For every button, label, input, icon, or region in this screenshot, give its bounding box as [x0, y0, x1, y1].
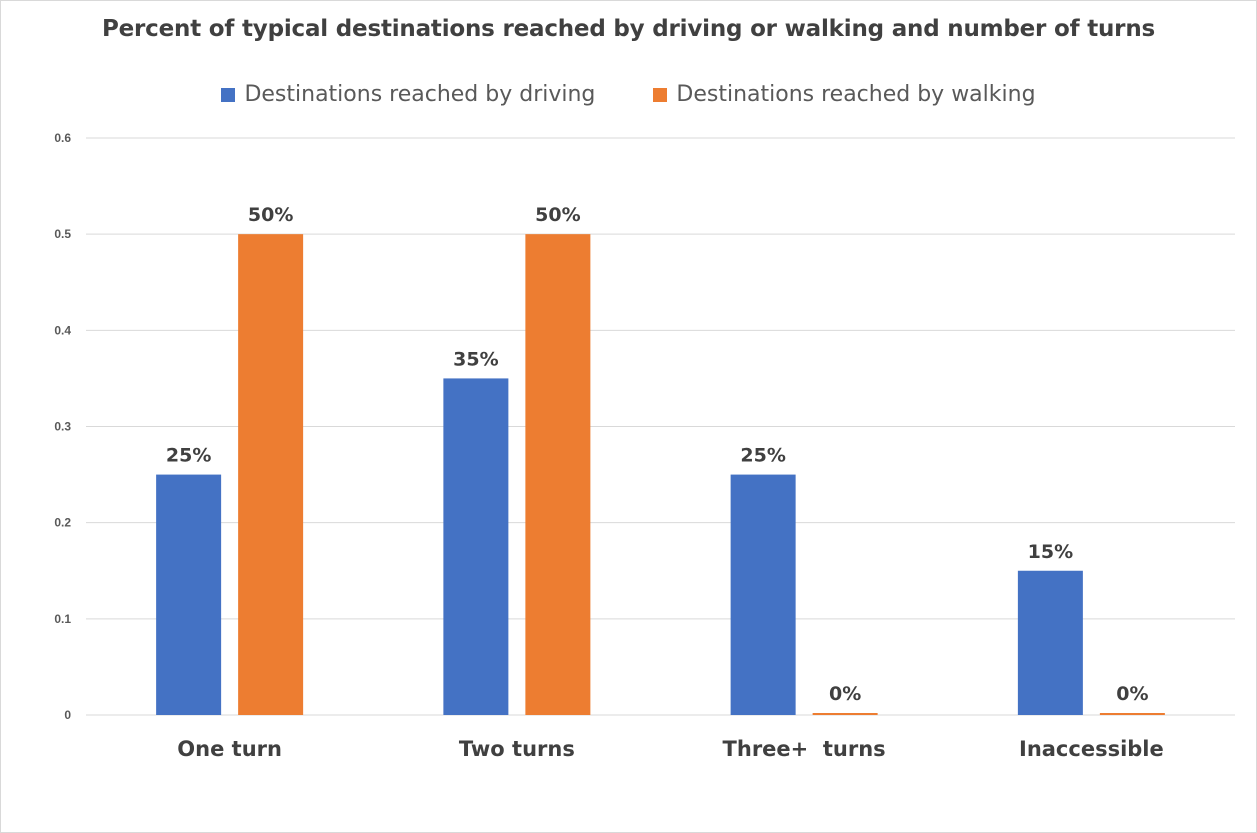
x-category-label: Inaccessible [1019, 737, 1164, 761]
data-label: 50% [535, 204, 580, 226]
y-tick-label: 0 [64, 708, 71, 722]
bar-walking [238, 234, 304, 715]
y-tick-label: 0.5 [54, 227, 71, 241]
bar-driving [1017, 570, 1083, 715]
y-tick-label: 0.6 [54, 131, 71, 145]
bar-walking [1099, 713, 1165, 715]
bar-driving [730, 474, 796, 715]
data-label: 25% [740, 445, 785, 467]
y-tick-label: 0.3 [54, 420, 71, 434]
x-category-label: Two turns [459, 737, 575, 761]
legend-swatch-driving [221, 87, 236, 102]
chart-title: Percent of typical destinations reached … [101, 16, 1155, 42]
legend-label-driving: Destinations reached by driving [244, 82, 596, 107]
data-label: 0% [829, 683, 861, 705]
data-label: 35% [453, 348, 498, 370]
data-label: 15% [1028, 541, 1073, 563]
bar-walking [525, 234, 591, 715]
bar-driving [443, 378, 509, 715]
data-label: 50% [248, 204, 293, 226]
chart-legend: Destinations reached by driving Destinat… [0, 82, 1257, 107]
bar-walking [812, 713, 878, 715]
data-label: 25% [166, 445, 211, 467]
y-tick-label: 0.2 [54, 516, 71, 530]
y-tick-label: 0.4 [54, 323, 71, 337]
x-category-label: One turn [177, 737, 282, 761]
legend-label-walking: Destinations reached by walking [676, 82, 1036, 107]
legend-item-driving: Destinations reached by driving [221, 82, 595, 107]
bar-driving [156, 474, 222, 715]
x-category-label: Three+ turns [723, 737, 886, 761]
y-tick-label: 0.1 [54, 612, 71, 626]
data-label: 0% [1116, 683, 1148, 705]
legend-item-walking: Destinations reached by walking [653, 82, 1036, 107]
legend-swatch-walking [653, 87, 668, 102]
